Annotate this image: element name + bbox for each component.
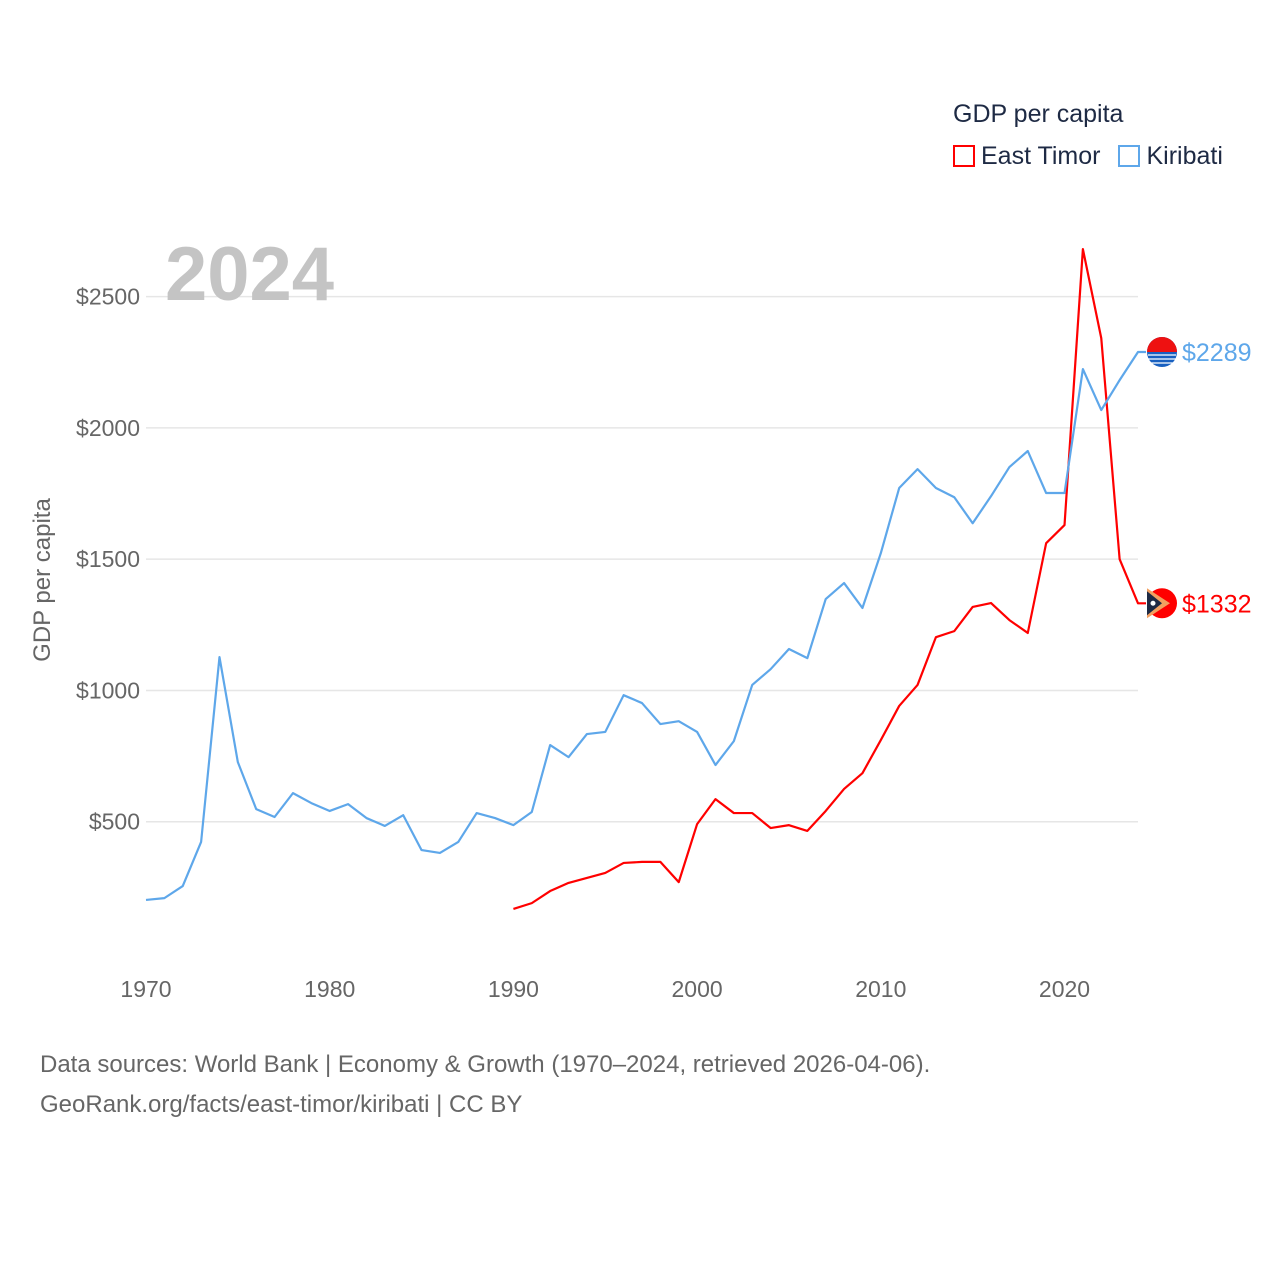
y-axis-label: GDP per capita [29, 498, 56, 662]
x-tick-label: 1980 [304, 976, 355, 1002]
data-sources: Data sources: World Bank | Economy & Gro… [40, 1051, 931, 1078]
end-value-label: $2289 [1182, 339, 1252, 367]
y-tick-label: $2500 [76, 284, 140, 310]
east-timor-flag-icon [1147, 588, 1177, 619]
x-tick-label: 1970 [120, 976, 171, 1002]
year-watermark: 2024 [165, 232, 334, 317]
legend-item-kiribati[interactable]: Kiribati [1118, 142, 1223, 171]
y-tick-label: $1500 [76, 546, 140, 572]
x-tick-label: 2020 [1039, 976, 1090, 1002]
legend: East Timor Kiribati [953, 142, 1223, 171]
legend-label: East Timor [981, 142, 1101, 170]
legend-swatch [1118, 145, 1141, 167]
series-line-kiribati[interactable] [145, 350, 1146, 902]
x-tick-label: 2010 [855, 976, 906, 1002]
y-tick-label: $500 [89, 809, 140, 835]
legend-title: GDP per capita [953, 100, 1124, 128]
legend-item-east-timor[interactable]: East Timor [953, 142, 1100, 171]
legend-label: Kiribati [1146, 142, 1223, 170]
series-line-east-timor[interactable] [513, 248, 1146, 910]
x-tick-label: 2000 [672, 976, 723, 1002]
x-tick-label: 1990 [488, 976, 539, 1002]
footer: Data sources: World Bank | Economy & Gro… [40, 1045, 930, 1125]
y-tick-label: $1000 [76, 677, 140, 703]
kiribati-flag-icon [1147, 337, 1177, 368]
end-value-label: $1332 [1182, 590, 1252, 618]
source-link[interactable]: GeoRank.org/facts/east-timor/kiribati | … [40, 1091, 523, 1118]
legend-swatch [953, 145, 975, 167]
y-tick-label: $2000 [76, 415, 140, 441]
